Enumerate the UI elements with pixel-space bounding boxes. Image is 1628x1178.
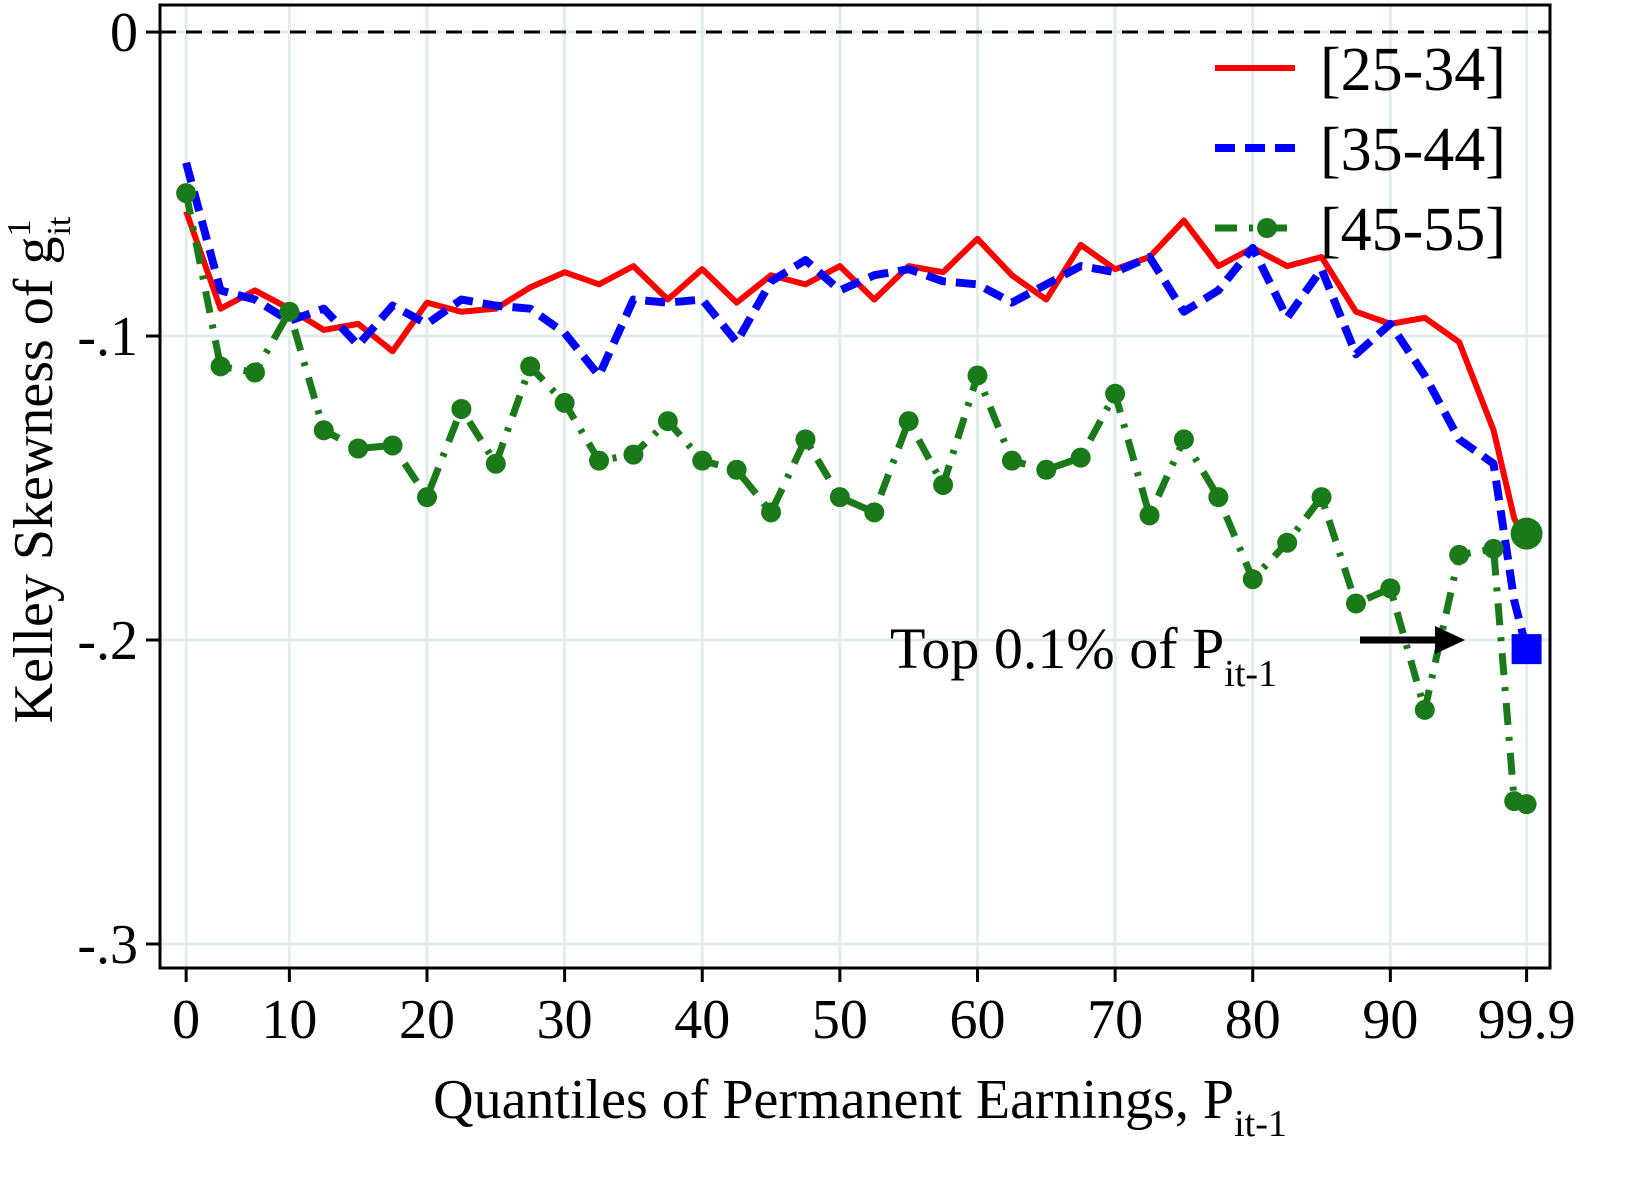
- x-tick-label: 0: [172, 989, 200, 1051]
- plot: [160, 30, 1550, 815]
- annotation-sub: it-1: [1224, 653, 1277, 695]
- annotation: Top 0.1% of Pit-1: [890, 616, 1277, 695]
- series-point: [692, 450, 713, 471]
- series-point: [1345, 593, 1366, 614]
- series-point: [623, 444, 644, 465]
- y-label-sup: 1: [1, 220, 38, 237]
- series-point: [451, 398, 472, 419]
- series-point: [829, 487, 850, 508]
- x-tick-label: 80: [1225, 989, 1281, 1051]
- x-tick-label: 20: [399, 989, 455, 1051]
- series-point: [1516, 794, 1537, 815]
- series-point: [1036, 459, 1057, 480]
- series-point: [1414, 699, 1435, 720]
- y-label-sub: it: [41, 216, 78, 235]
- series-point: [520, 356, 541, 377]
- series-point: [485, 453, 506, 474]
- legend-label: [25-34]: [1320, 36, 1506, 104]
- x-tick-label: 50: [812, 989, 868, 1051]
- series-point: [313, 420, 334, 441]
- x-label-sub: it-1: [1234, 1103, 1287, 1145]
- series-point: [1311, 487, 1332, 508]
- x-tick-label: 40: [674, 989, 730, 1051]
- series-point: [210, 356, 231, 377]
- legend-label: [35-44]: [1320, 116, 1506, 184]
- series-point: [657, 411, 678, 432]
- y-tick-label: -.2: [77, 610, 138, 672]
- x-label-text: Quantiles of Permanent Earnings, P: [433, 1069, 1234, 1131]
- x-tick-label: 10: [261, 989, 317, 1051]
- series-point: [244, 362, 265, 383]
- x-tick-label: 60: [949, 989, 1005, 1051]
- highlight-point: [1510, 517, 1543, 550]
- series-line: [182, 161, 1531, 651]
- grid: [160, 5, 1550, 968]
- legend-label: [45-55]: [1320, 196, 1506, 264]
- series-point: [898, 411, 919, 432]
- series-point: [1001, 450, 1022, 471]
- series-point: [1105, 383, 1126, 404]
- y-label-text: Kelley Skewness of g: [3, 237, 65, 724]
- series-point: [761, 502, 782, 523]
- highlight-point: [1511, 634, 1542, 665]
- series-point: [1242, 569, 1263, 590]
- plot-frame: [158, 3, 1552, 970]
- series-point: [1277, 532, 1298, 553]
- y-axis-label: Kelley Skewness of g1it: [1, 216, 78, 723]
- legend-marker: [1257, 218, 1277, 238]
- y-tick-label: 0: [110, 2, 138, 64]
- x-tick-label: 99.9: [1478, 989, 1576, 1051]
- series-point: [1139, 505, 1160, 526]
- series-point: [967, 365, 988, 386]
- series-point: [554, 392, 575, 413]
- y-tick-label: -.1: [77, 306, 138, 368]
- x-tick-label: 30: [537, 989, 593, 1051]
- series-point: [864, 502, 885, 523]
- annotation-text: Top 0.1% of P: [890, 616, 1224, 681]
- legend: [25-34] [35-44] [45-55]: [1215, 36, 1506, 264]
- series-point: [279, 301, 300, 322]
- annotation-arrowhead: [1435, 626, 1465, 654]
- series-point: [1483, 538, 1504, 559]
- series-point: [933, 474, 954, 495]
- series-point: [1449, 544, 1470, 565]
- series-point: [382, 435, 403, 456]
- series-point: [795, 429, 816, 450]
- series-point: [1070, 447, 1091, 468]
- x-tick-label: 70: [1087, 989, 1143, 1051]
- series-point: [1173, 429, 1194, 450]
- series-point: [416, 487, 437, 508]
- x-tick-label: 90: [1362, 989, 1418, 1051]
- series-line: [182, 192, 1528, 808]
- y-tick-label: -.3: [77, 914, 138, 976]
- series-point: [348, 438, 369, 459]
- series-point: [1208, 487, 1229, 508]
- series-point: [726, 459, 747, 480]
- series-point: [589, 450, 610, 471]
- series-point: [176, 183, 197, 204]
- series-point: [1380, 578, 1401, 599]
- x-axis-label: Quantiles of Permanent Earnings, Pit-1: [433, 1069, 1287, 1145]
